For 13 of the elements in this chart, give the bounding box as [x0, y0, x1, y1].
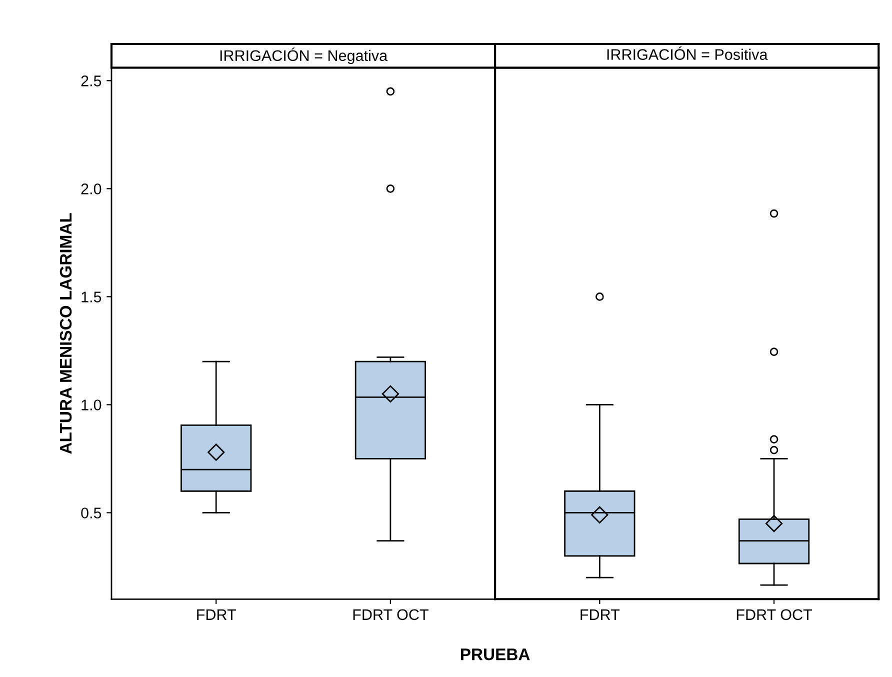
y-tick-label: 0.5	[81, 508, 102, 518]
y-tick-label: 1.0	[82, 400, 102, 410]
x-tick-label: FDRT	[580, 609, 620, 620]
x-tick-label: FDRT OCT	[353, 609, 428, 620]
x-axis-title: PRUEBA	[460, 648, 530, 660]
y-tick-label: 1.5	[82, 292, 102, 302]
y-axis-title: ALTURA MENISCO LAGRIMAL	[60, 213, 72, 454]
y-tick-label: 2.5	[81, 76, 102, 86]
x-tick-label: FDRT OCT	[736, 609, 812, 620]
x-tick-label: FDRT	[197, 609, 236, 620]
y-tick-label: 2.0	[81, 184, 102, 194]
chart-title: IRRIGACIÓN = Positiva	[607, 46, 768, 60]
chart-title: IRRIGACIÓN = Negativa	[220, 48, 388, 64]
